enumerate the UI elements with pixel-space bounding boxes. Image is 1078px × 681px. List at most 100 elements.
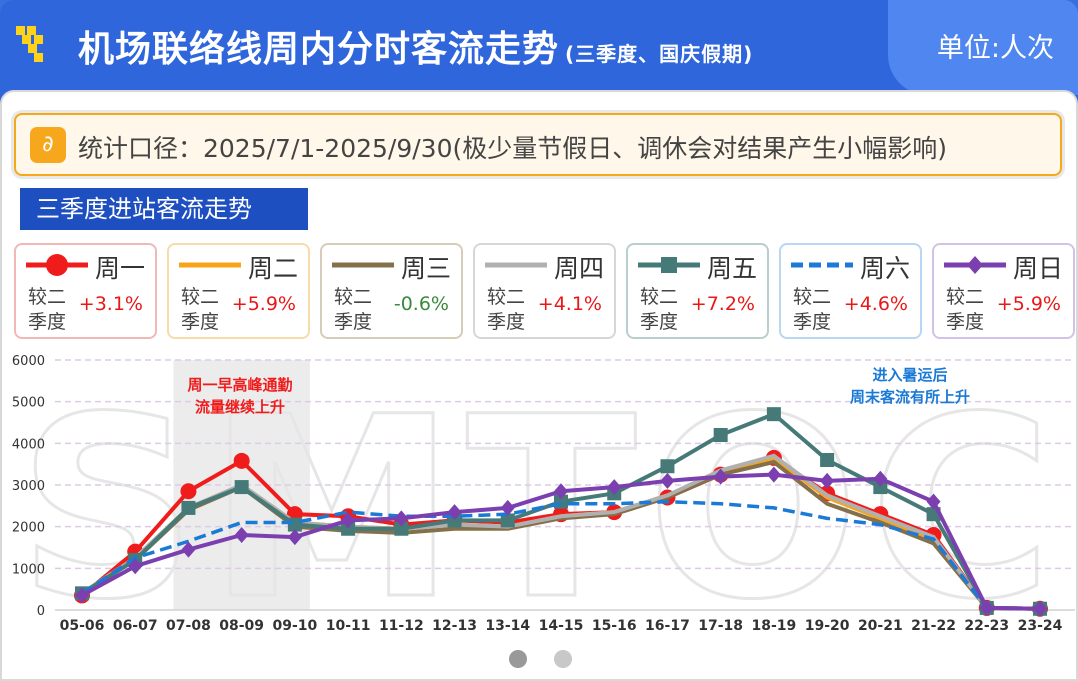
- data-point: [180, 483, 197, 500]
- x-tick-label: 23-24: [1018, 618, 1063, 634]
- page-title: 机场联络线周内分时客流走势 (三季度、国庆假期): [78, 20, 753, 72]
- data-point: [234, 527, 249, 543]
- legend-marker: [661, 257, 677, 273]
- legend-marker: [967, 256, 983, 274]
- data-point: [500, 513, 515, 528]
- x-tick-label: 16-17: [645, 618, 690, 634]
- data-point: [1033, 600, 1047, 617]
- x-tick-label: 21-22: [911, 618, 956, 634]
- data-point: [926, 493, 941, 510]
- data-point: [181, 541, 196, 558]
- page-dot-2[interactable]: [554, 650, 572, 668]
- y-tick-label: 6000: [12, 354, 45, 369]
- y-tick-label: 4000: [12, 437, 45, 452]
- data-point: [607, 479, 622, 496]
- data-point: [447, 504, 462, 521]
- annotation: 周一早高峰通勤: [187, 376, 292, 394]
- x-tick-label: 07-08: [166, 618, 211, 634]
- data-point: [394, 510, 409, 527]
- legend-name: 周五: [706, 254, 757, 283]
- section-title: 三季度进站客流走势: [20, 188, 308, 230]
- unit-label: 单位:人次: [936, 33, 1054, 64]
- legend-item[interactable]: 周一 较二季度 +3.1%: [14, 243, 157, 339]
- series-周日: [75, 466, 1047, 617]
- data-point: [873, 470, 888, 487]
- data-point: [234, 480, 249, 495]
- data-point: [500, 499, 515, 516]
- series-周六: [81, 499, 1041, 611]
- legend-change: +5.9%: [996, 293, 1061, 315]
- title-text: 机场联络线周内分时客流走势: [78, 29, 560, 70]
- unit-box: 单位:人次: [888, 0, 1078, 95]
- data-point: [181, 500, 196, 515]
- x-tick-label: 14-15: [539, 618, 584, 634]
- data-point: [554, 483, 568, 500]
- x-tick-label: 08-09: [219, 618, 264, 634]
- x-tick-label: 22-23: [964, 618, 1009, 634]
- legend-name: 周一: [94, 254, 145, 283]
- x-tick-label: 18-19: [751, 618, 796, 634]
- x-tick-label: 11-12: [379, 618, 424, 634]
- link-icon: ∂: [30, 127, 66, 163]
- subtitle: (三季度、国庆假期): [565, 42, 754, 66]
- legend-swatch: [485, 262, 547, 268]
- info-box: ∂ 统计口径：2025/7/1-2025/9/30(极少量节假日、调休会对结果产…: [14, 113, 1062, 176]
- legend-compare: 较二季度: [487, 286, 526, 333]
- y-tick-label: 0: [37, 604, 45, 619]
- legend-change: +4.6%: [843, 293, 908, 315]
- legend-change: +5.9%: [231, 293, 296, 315]
- x-tick-label: 06-07: [113, 618, 158, 634]
- data-point: [341, 512, 356, 529]
- legend-name: 周六: [859, 254, 910, 283]
- legend-item[interactable]: 周六 较二季度 +4.6%: [779, 243, 922, 339]
- y-tick-label: 5000: [12, 396, 45, 411]
- legend-swatch: [26, 254, 88, 276]
- annotation: 流量继续上升: [195, 398, 285, 416]
- legend-swatch: [944, 256, 1006, 274]
- legend-item[interactable]: 周三 较二季度 -0.6%: [320, 243, 463, 339]
- legend-item[interactable]: 周日 较二季度 +5.9%: [932, 243, 1075, 339]
- legend-compare: 较二季度: [640, 286, 679, 333]
- x-tick-label: 15-16: [592, 618, 637, 634]
- legend-name: 周二: [247, 254, 298, 283]
- legend-change: +4.1%: [537, 293, 602, 315]
- annotation: 进入暑运后: [872, 366, 947, 384]
- legend-item[interactable]: 周二 较二季度 +5.9%: [167, 243, 310, 339]
- legend-name: 周日: [1012, 254, 1063, 283]
- logo-icon: [16, 26, 43, 62]
- data-point: [766, 466, 781, 483]
- series-line: [81, 499, 1041, 611]
- y-tick-label: 2000: [12, 521, 45, 536]
- data-point: [394, 521, 409, 536]
- data-point: [766, 407, 781, 422]
- info-text: 统计口径：2025/7/1-2025/9/30(极少量节假日、调休会对结果产生小…: [78, 134, 947, 163]
- y-tick-label: 1000: [12, 562, 45, 577]
- data-point: [820, 472, 835, 489]
- legend-marker: [46, 254, 68, 276]
- legend-compare: 较二季度: [28, 286, 67, 333]
- legend-swatch: [791, 262, 853, 268]
- data-point: [75, 587, 89, 604]
- y-tick-label: 3000: [12, 479, 45, 494]
- data-point: [660, 459, 675, 474]
- data-point: [820, 453, 835, 467]
- legend-item[interactable]: 周五 较二季度 +7.2%: [626, 243, 769, 339]
- legend-change: +3.1%: [78, 293, 143, 315]
- legend-compare: 较二季度: [334, 286, 373, 333]
- data-point: [287, 529, 302, 546]
- data-point: [979, 599, 994, 616]
- legend-name: 周四: [553, 254, 604, 283]
- data-point: [713, 468, 728, 485]
- x-tick-label: 09-10: [272, 618, 317, 634]
- legend-item[interactable]: 周四 较二季度 +4.1%: [473, 243, 616, 339]
- data-point: [128, 558, 143, 575]
- legend-swatch: [332, 262, 394, 268]
- page-dot-1[interactable]: [509, 650, 527, 668]
- x-tick-label: 05-06: [60, 618, 105, 634]
- data-point: [233, 452, 250, 469]
- data-point: [873, 480, 888, 495]
- x-tick-label: 19-20: [805, 618, 850, 634]
- legend-change: -0.6%: [393, 293, 449, 315]
- annotation: 周末客流有所上升: [850, 388, 970, 406]
- x-tick-label: 10-11: [326, 618, 371, 634]
